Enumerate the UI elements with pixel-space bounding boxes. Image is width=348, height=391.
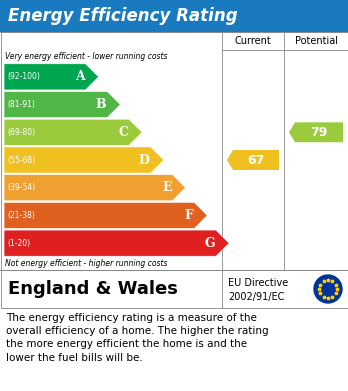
Text: Very energy efficient - lower running costs: Very energy efficient - lower running co…	[5, 52, 167, 61]
Text: A: A	[75, 70, 85, 83]
Text: (21-38): (21-38)	[7, 211, 35, 220]
Circle shape	[314, 275, 342, 303]
Text: The energy efficiency rating is a measure of the
overall efficiency of a home. T: The energy efficiency rating is a measur…	[6, 313, 269, 362]
Text: (39-54): (39-54)	[7, 183, 35, 192]
Text: Current: Current	[235, 36, 271, 46]
Text: G: G	[204, 237, 215, 249]
Text: Energy Efficiency Rating: Energy Efficiency Rating	[8, 7, 238, 25]
Polygon shape	[4, 64, 98, 90]
Text: (92-100): (92-100)	[7, 72, 40, 81]
Text: (1-20): (1-20)	[7, 239, 30, 248]
Text: D: D	[139, 154, 150, 167]
Polygon shape	[4, 147, 164, 173]
Polygon shape	[227, 150, 279, 170]
Text: E: E	[162, 181, 172, 194]
Text: (69-80): (69-80)	[7, 128, 35, 137]
Text: C: C	[118, 126, 128, 139]
Text: (81-91): (81-91)	[7, 100, 35, 109]
Bar	[0, 0, 348, 32]
Text: 67: 67	[247, 154, 265, 167]
Text: Not energy efficient - higher running costs: Not energy efficient - higher running co…	[5, 259, 167, 268]
Polygon shape	[4, 175, 185, 201]
Text: Potential: Potential	[294, 36, 338, 46]
Text: B: B	[96, 98, 106, 111]
Polygon shape	[4, 119, 142, 145]
Text: (55-68): (55-68)	[7, 156, 35, 165]
Polygon shape	[289, 122, 343, 142]
Text: EU Directive: EU Directive	[228, 278, 288, 288]
Text: F: F	[184, 209, 193, 222]
Polygon shape	[4, 230, 229, 256]
Polygon shape	[4, 202, 207, 228]
Text: 79: 79	[310, 126, 328, 139]
Text: 2002/91/EC: 2002/91/EC	[228, 292, 284, 301]
Bar	[0, 270, 348, 308]
Bar	[0, 32, 348, 270]
Text: England & Wales: England & Wales	[8, 280, 178, 298]
Polygon shape	[4, 91, 120, 118]
